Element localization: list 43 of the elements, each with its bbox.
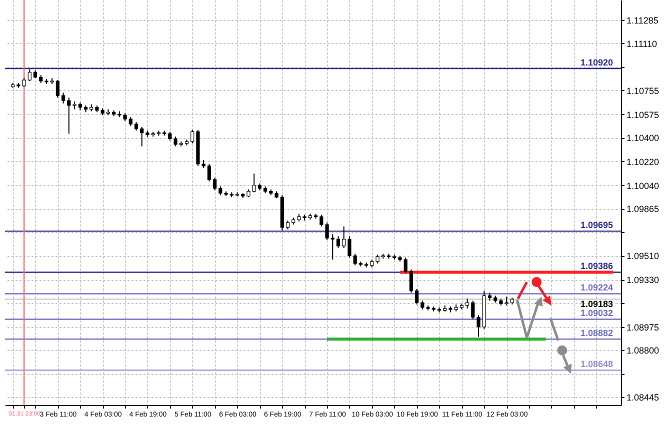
candlestick: [336, 236, 340, 248]
ref-line-label: 1.10920: [580, 58, 613, 68]
y-tick-label: 1.10220: [626, 156, 660, 167]
candlestick: [174, 136, 178, 147]
candlestick: [471, 300, 475, 320]
candlestick: [252, 173, 256, 193]
candlestick: [330, 234, 334, 260]
y-tick-label: 1.10040: [626, 180, 660, 191]
y-tick-label: 1.09510: [626, 251, 660, 262]
ref-line-label: 1.08648: [580, 359, 613, 370]
candlestick: [213, 177, 217, 191]
ref-line-label: 1.08882: [580, 328, 613, 338]
y-tick-label: 1.10400: [626, 133, 660, 144]
y-tick-label: 1.11285: [626, 16, 658, 26]
candlestick: [476, 314, 480, 338]
y-tick-label: 1.08445: [626, 392, 660, 403]
candlestick: [67, 97, 71, 134]
candlestick: [320, 214, 324, 227]
ref-line-label: 1.09183: [580, 299, 613, 310]
candlestick: [56, 80, 60, 98]
candlestick: [28, 68, 32, 82]
y-tick-label: 1.08975: [626, 322, 660, 332]
ref-line-label: 1.09386: [580, 261, 613, 272]
ref-line-label: 1.09032: [580, 308, 613, 318]
y-tick-label: 1.09865: [626, 204, 660, 214]
ref-line-label: 1.09695: [580, 220, 613, 230]
candlestick: [207, 163, 211, 182]
y-tick-label: 1.10755: [626, 86, 660, 96]
candlestick: [415, 288, 419, 305]
candlestick: [325, 222, 329, 241]
y-tick-label: 1.11110: [626, 38, 658, 49]
candlestick: [348, 236, 352, 258]
ref-line-label: 1.09224: [580, 282, 613, 293]
candlestick: [353, 253, 357, 266]
y-tick-label: 1.09330: [626, 275, 660, 286]
candlestick: [409, 268, 413, 294]
candlestick: [140, 126, 144, 147]
y-tick-label: 1.10575: [626, 110, 660, 120]
candlestick: [404, 257, 408, 274]
candlestick: [342, 226, 346, 248]
candlestick: [190, 129, 194, 144]
y-tick-label: 1.08800: [626, 346, 660, 356]
candlestick: [62, 92, 66, 104]
